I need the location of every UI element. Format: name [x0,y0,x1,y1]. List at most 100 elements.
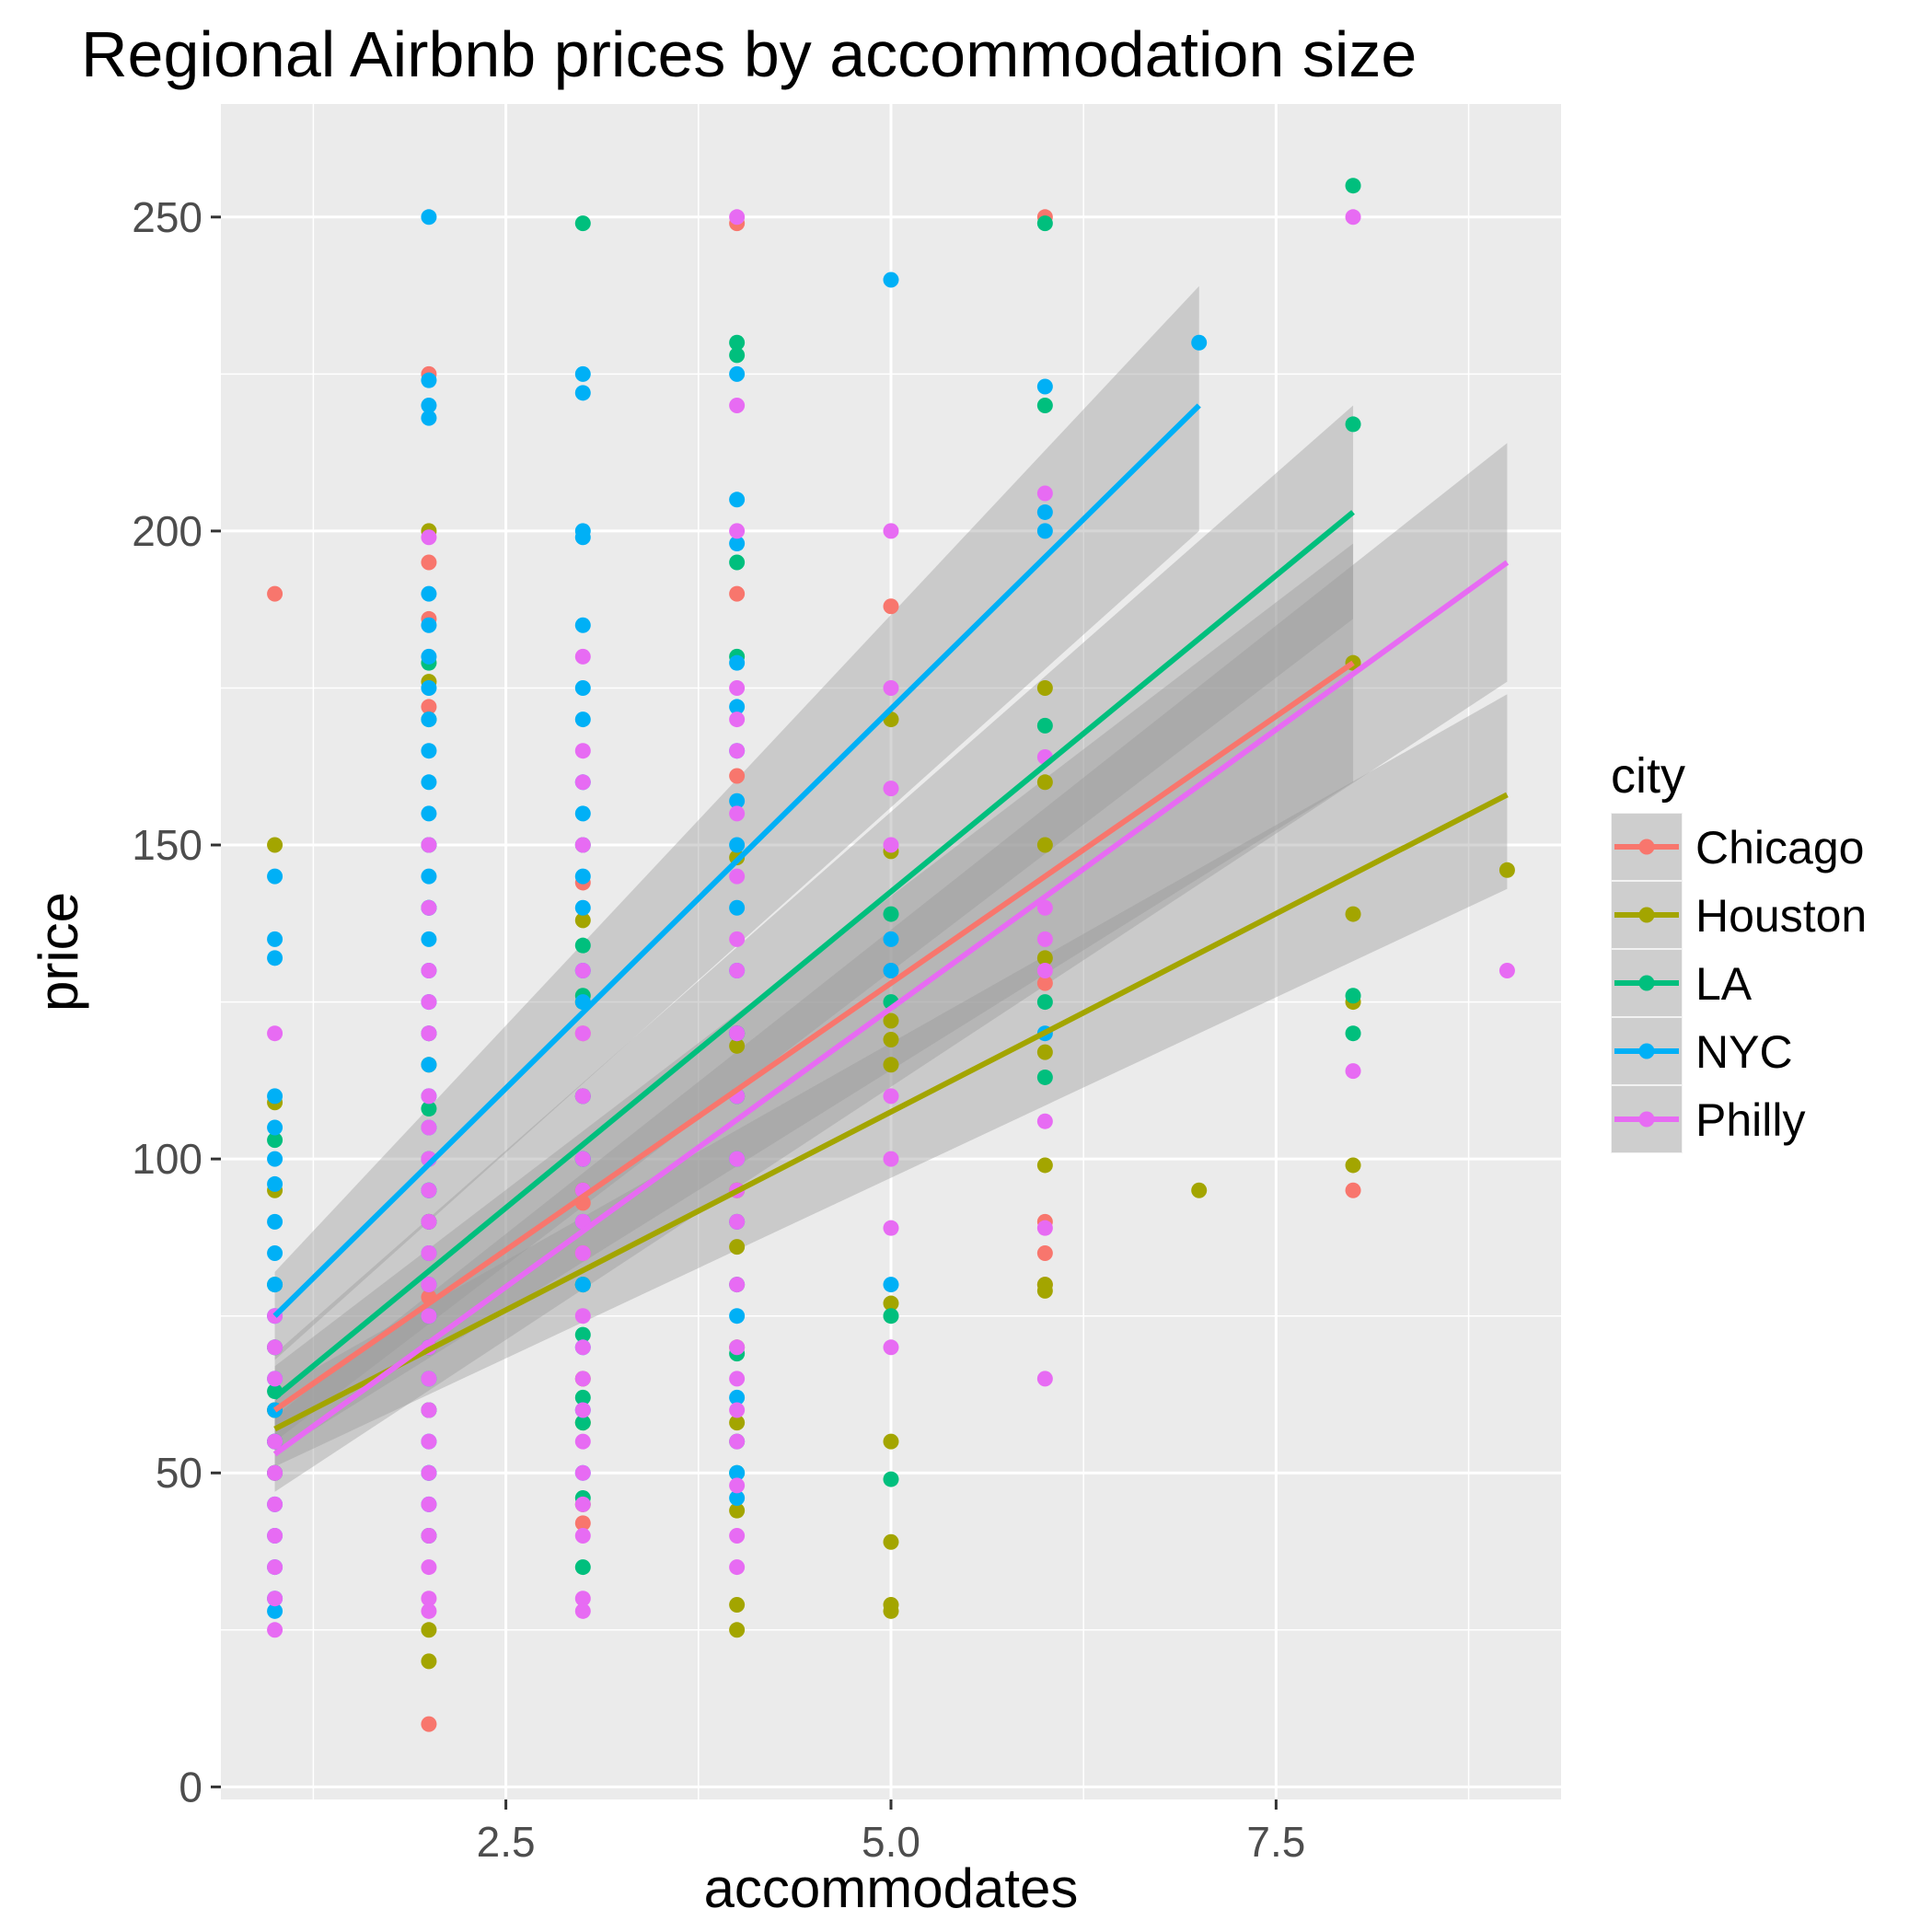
data-point-chicago [1036,975,1053,991]
data-point-philly [421,1464,437,1481]
data-point-houston [1345,1157,1361,1174]
data-point-la [574,1389,591,1406]
data-point-nyc [421,585,437,602]
data-point-la [421,1101,437,1117]
data-point-philly [421,1244,437,1261]
data-point-philly [421,1182,437,1198]
legend-key-point [1638,907,1655,923]
data-point-philly [729,523,746,539]
data-point-nyc [729,365,746,382]
data-point-philly [267,1464,283,1481]
data-point-nyc [574,385,591,401]
data-point-nyc [267,1175,283,1192]
data-point-philly [883,781,899,797]
data-point-philly [421,1527,437,1544]
data-point-philly [729,1371,746,1387]
data-point-philly [1036,1220,1053,1236]
data-point-nyc [1191,334,1208,351]
data-point-philly [729,1213,746,1230]
data-point-philly [267,1591,283,1607]
data-point-philly [574,962,591,978]
regression-lines [272,403,1510,1457]
data-point-nyc [267,1277,283,1293]
data-point-houston [1498,862,1515,878]
data-point-philly [267,1496,283,1512]
data-point-houston [1036,774,1053,791]
data-point-la [574,1415,591,1431]
data-point-philly [1036,962,1053,978]
data-point-philly [883,1151,899,1167]
data-point-la [267,1132,283,1149]
data-point-philly [729,931,746,947]
data-point-philly [883,523,899,539]
data-point-houston [729,1239,746,1255]
data-point-houston [883,1602,899,1619]
data-point-houston [729,1622,746,1638]
data-point-philly [421,1559,437,1576]
legend: city Chicago Houston LA NYC Philly [1611,748,1867,1153]
data-point-philly [267,1433,283,1450]
data-point-la [1345,178,1361,194]
data-point-nyc [574,365,591,382]
data-point-houston [267,837,283,853]
data-point-houston [421,1653,437,1670]
data-point-chicago [729,768,746,784]
data-point-philly [1036,1113,1053,1129]
data-point-philly [421,1088,437,1105]
data-point-la [1036,215,1053,232]
data-point-philly [729,711,746,728]
data-point-nyc [421,743,437,759]
data-point-houston [729,1037,746,1054]
data-point-houston [574,912,591,929]
data-point-philly [729,1527,746,1544]
data-point-philly [729,397,746,413]
data-point-philly [1345,1063,1361,1080]
data-point-nyc [729,699,746,715]
data-point-la [1036,994,1053,1011]
data-point-nyc [267,931,283,947]
legend-label-chicago: Chicago [1695,822,1864,873]
data-point-philly [267,1622,283,1638]
data-point-chicago [729,585,746,602]
data-point-nyc [574,1277,591,1293]
data-point-philly [1036,931,1053,947]
legend-label-la: LA [1695,958,1753,1010]
x-tick-label: 2.5 [477,1818,536,1866]
data-point-philly [883,679,899,696]
data-point-chicago [1345,1182,1361,1198]
data-point-philly [574,648,591,665]
data-point-philly [574,1244,591,1261]
data-point-philly [574,1371,591,1387]
data-point-philly [729,868,746,885]
data-point-philly [1498,962,1515,978]
data-point-philly [421,529,437,546]
data-point-philly [574,1602,591,1619]
x-tick-label: 5.0 [862,1818,920,1866]
data-point-philly [574,1402,591,1418]
data-point-philly [574,1496,591,1512]
data-point-philly [574,1151,591,1167]
x-axis-title: accommodates [704,1857,1079,1919]
data-point-nyc [421,617,437,633]
legend-label-philly: Philly [1695,1094,1805,1146]
y-tick-label: 50 [156,1449,202,1497]
data-point-houston [883,1433,899,1450]
data-point-houston [1036,679,1053,696]
data-point-nyc [729,654,746,671]
data-point-nyc [421,1057,437,1073]
data-point-houston [1036,950,1053,966]
data-point-nyc [729,1389,746,1406]
data-point-la [729,347,746,364]
data-point-la [1345,1025,1361,1042]
data-point-nyc [574,529,591,546]
data-point-houston [421,1622,437,1638]
data-point-philly [729,805,746,822]
data-point-nyc [729,1464,746,1481]
data-point-philly [729,209,746,226]
data-point-nyc [729,837,746,853]
data-point-nyc [883,1277,899,1293]
data-point-philly [1036,899,1053,916]
data-point-philly [421,1371,437,1387]
data-point-houston [883,1057,899,1073]
data-point-philly [574,1088,591,1105]
